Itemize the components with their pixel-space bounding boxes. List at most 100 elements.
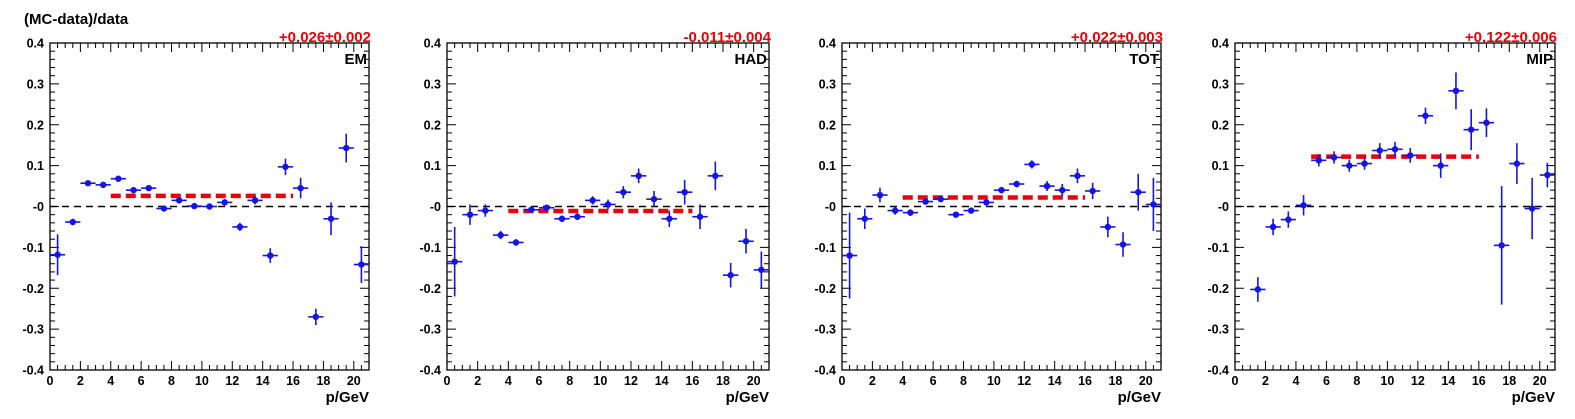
x-tick-label: 2	[474, 374, 481, 388]
x-tick-label: 16	[1078, 374, 1092, 388]
data-point	[447, 226, 463, 297]
data-point	[217, 199, 233, 206]
x-tick-label: 8	[168, 374, 175, 388]
point-marker	[297, 184, 304, 192]
point-marker	[54, 251, 61, 258]
point-marker	[1104, 223, 1112, 231]
point-marker	[574, 213, 581, 220]
point-marker	[1346, 162, 1353, 169]
data-point	[569, 213, 585, 220]
data-point	[600, 199, 616, 210]
point-marker	[1150, 201, 1157, 208]
data-point	[95, 181, 111, 189]
y-tick-label: -0.1	[419, 241, 441, 255]
point-marker	[482, 207, 489, 214]
data-point	[1463, 109, 1479, 151]
point-marker	[1089, 187, 1096, 195]
point-marker	[589, 197, 596, 204]
y-tick-label: 0.1	[819, 159, 836, 173]
point-marker	[1391, 146, 1399, 153]
x-tick-label: 0	[839, 374, 846, 388]
data-point	[723, 262, 739, 288]
data-point	[872, 187, 888, 203]
y-tick-label: -0.2	[22, 282, 44, 296]
point-marker	[922, 198, 929, 205]
point-marker	[282, 163, 289, 171]
data-point	[842, 212, 858, 299]
fit-value-label: +0.026±0.002	[279, 29, 371, 46]
data-point	[738, 228, 754, 254]
point-marker	[1043, 182, 1051, 190]
data-point	[1524, 177, 1540, 240]
y-axis-label: (MC-data)/data	[24, 11, 129, 28]
data-point	[338, 133, 354, 163]
data-point	[1265, 218, 1281, 236]
point-marker	[466, 211, 474, 218]
x-tick-label: 20	[1533, 374, 1547, 388]
point-marker	[1315, 157, 1323, 164]
point-marker	[191, 202, 198, 210]
data-point	[554, 215, 570, 223]
data-point	[707, 161, 723, 191]
x-tick-label: 4	[1292, 374, 1299, 388]
data-point	[1100, 216, 1116, 238]
data-point	[661, 210, 677, 227]
panel-name-label: HAD	[735, 51, 768, 68]
y-tick-label: -0.4	[1207, 364, 1229, 378]
point-marker	[130, 186, 137, 194]
x-axis-label: p/GeV	[1118, 389, 1161, 406]
x-tick-label: 14	[1441, 374, 1455, 388]
data-point	[262, 248, 278, 263]
data-point	[277, 158, 294, 176]
data-point	[978, 199, 994, 206]
point-marker	[497, 231, 504, 239]
point-marker	[99, 181, 107, 189]
data-point	[1356, 157, 1373, 170]
x-tick-label: 4	[107, 374, 114, 388]
point-marker	[1437, 162, 1444, 169]
point-marker	[1269, 223, 1277, 231]
x-tick-label: 0	[1232, 374, 1239, 388]
point-marker	[145, 184, 152, 192]
y-tick-label: 0.3	[27, 77, 44, 91]
data-point	[462, 204, 478, 225]
y-tick-label: -0.3	[22, 323, 44, 337]
data-point	[508, 239, 524, 246]
x-axis-label: p/GeV	[1512, 389, 1555, 406]
point-marker	[543, 204, 550, 211]
data-point	[493, 231, 509, 240]
y-tick-label: -0.1	[22, 241, 44, 255]
panel-tot: -0.4 -0.3 -0.2 -0.1 -0 0.1 0.2 0.3 0.4 0 2 4 6 8 10 12 1…	[814, 29, 1163, 406]
data-point	[1402, 148, 1418, 163]
data-point	[1448, 72, 1464, 110]
x-tick-label: 12	[624, 374, 638, 388]
data-point	[308, 308, 324, 326]
y-tick-label: -0	[825, 200, 836, 214]
point-marker	[998, 186, 1005, 194]
point-marker	[558, 215, 566, 222]
point-marker	[69, 218, 76, 226]
data-point	[1039, 181, 1055, 191]
point-marker	[451, 258, 458, 265]
data-point	[1024, 160, 1040, 169]
point-marker	[1528, 205, 1536, 212]
y-tick-label: -0.2	[419, 282, 441, 296]
data-point	[1115, 232, 1131, 257]
point-marker	[952, 211, 960, 218]
x-tick-label: 8	[566, 374, 573, 388]
data-point	[1539, 162, 1555, 188]
data-point	[887, 206, 903, 215]
point-marker	[528, 206, 535, 213]
data-point	[615, 186, 631, 199]
point-marker	[620, 188, 627, 196]
point-marker	[1028, 161, 1036, 168]
point-marker	[604, 201, 612, 208]
point-marker	[742, 238, 750, 245]
x-tick-label: 18	[1502, 374, 1516, 388]
data-point	[477, 204, 493, 217]
data-point	[323, 202, 339, 236]
point-marker	[727, 271, 734, 279]
point-marker	[1376, 147, 1383, 154]
data-point	[1387, 141, 1403, 157]
y-tick-label: -0.4	[22, 364, 44, 378]
